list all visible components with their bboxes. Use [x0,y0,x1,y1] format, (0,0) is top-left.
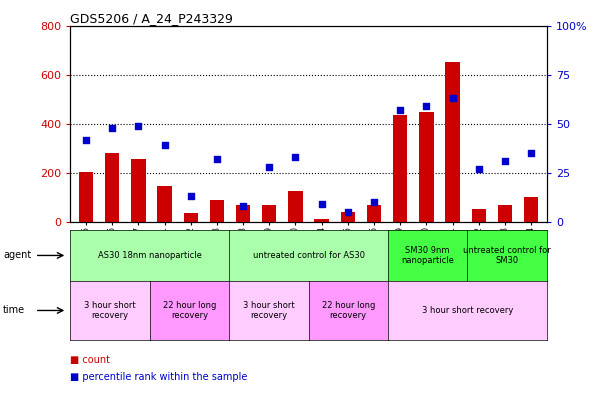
Text: 3 hour short recovery: 3 hour short recovery [422,306,513,315]
Bar [105,153,119,222]
Bar [393,115,408,222]
Point [422,103,431,109]
Point [186,193,196,200]
Bar [315,219,329,222]
Bar [524,197,538,222]
Bar [367,205,381,222]
Point [343,209,353,215]
Point [159,142,169,149]
Point [265,164,274,170]
Point [133,123,143,129]
Text: 22 hour long
recovery: 22 hour long recovery [321,301,375,320]
Text: agent: agent [3,250,31,261]
Point [369,199,379,206]
Bar [341,212,355,222]
Point [316,201,326,208]
Bar [79,172,93,222]
Text: 3 hour short
recovery: 3 hour short recovery [84,301,136,320]
Bar [498,205,512,222]
Bar [236,205,251,222]
Bar [131,160,145,222]
Point [238,203,248,209]
Text: untreated control for
SM30: untreated control for SM30 [463,246,551,265]
Text: ■ count: ■ count [70,354,110,365]
Bar [210,200,224,222]
Bar [288,191,302,222]
Point [500,158,510,164]
Bar [262,205,276,222]
Point [395,107,405,113]
Bar [472,209,486,222]
Point [108,125,117,131]
Point [212,156,222,162]
Bar [158,186,172,222]
Text: ■ percentile rank within the sample: ■ percentile rank within the sample [70,372,247,382]
Text: time: time [3,305,25,316]
Text: SM30 9nm
nanoparticle: SM30 9nm nanoparticle [401,246,454,265]
Text: 22 hour long
recovery: 22 hour long recovery [163,301,216,320]
Point [474,166,484,172]
Bar [419,112,434,222]
Text: GDS5206 / A_24_P243329: GDS5206 / A_24_P243329 [70,12,233,25]
Point [448,95,458,101]
Point [291,154,301,160]
Text: 3 hour short
recovery: 3 hour short recovery [243,301,295,320]
Bar [445,62,459,222]
Point [81,136,91,143]
Text: AS30 18nm nanoparticle: AS30 18nm nanoparticle [98,251,202,260]
Text: untreated control for AS30: untreated control for AS30 [252,251,365,260]
Bar [183,213,198,222]
Point [526,150,536,156]
